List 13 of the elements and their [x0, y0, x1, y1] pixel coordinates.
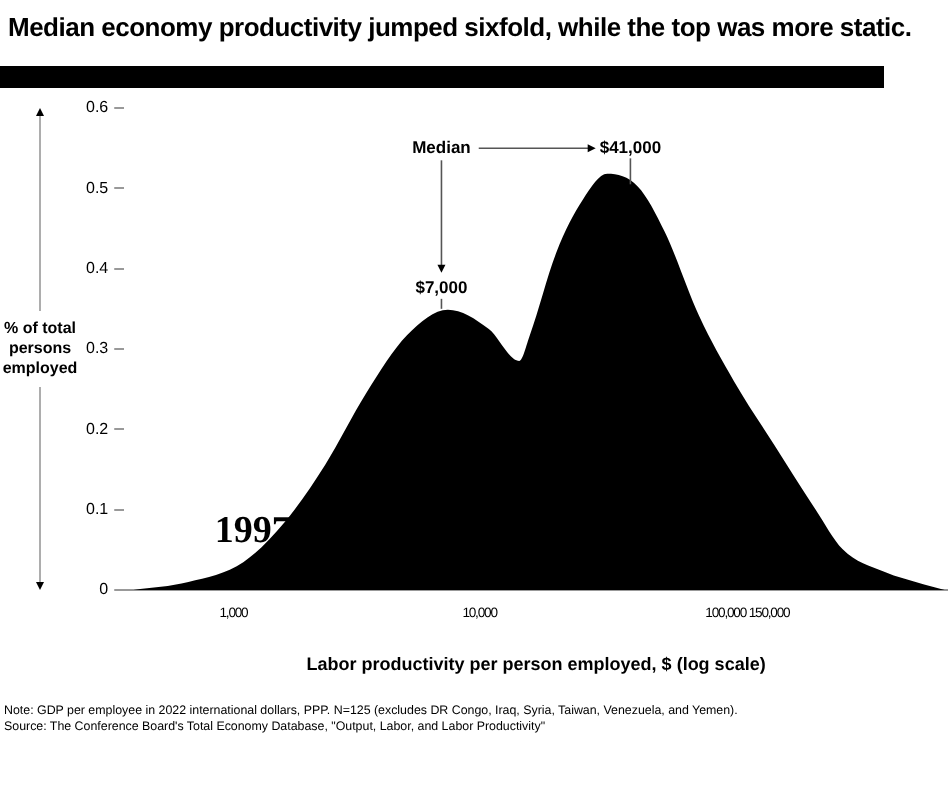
x-axis-title: Labor productivity per person employed, $ (log scale) [306, 654, 766, 675]
y-tick-label: 0.2 [85, 419, 110, 438]
chart-title: Median economy productivity jumped sixfold, while the top was more static. [8, 12, 912, 42]
y-tick-label: 0.6 [85, 98, 110, 117]
y-tick-label: 0.5 [85, 178, 110, 197]
annotation: Median [412, 137, 471, 157]
y-tick-label: 0.4 [85, 259, 110, 278]
annotation: $7,000 [415, 277, 468, 298]
annotation: $41,000 [599, 136, 662, 157]
y-axis-title: % of total persons employed [2, 319, 78, 378]
y-tick-label: 0.1 [85, 500, 110, 519]
y-tick-label: 0.3 [85, 339, 110, 358]
y-tick-label: 0 [99, 580, 110, 599]
